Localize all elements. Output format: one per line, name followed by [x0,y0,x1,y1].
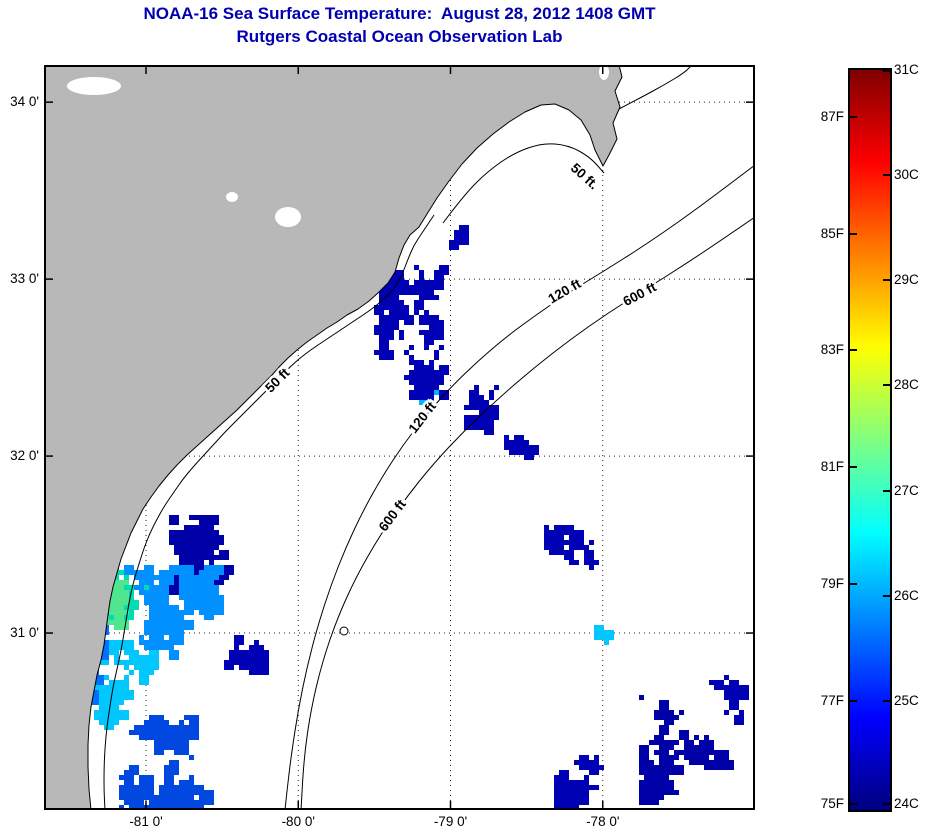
colorbar-tick [850,803,857,805]
x-axis-tick-label: -79 0' [433,814,468,829]
colorbar-fahrenheit-label: 85F [820,225,844,241]
page-title: NOAA-16 Sea Surface Temperature: August … [143,4,656,23]
colorbar-tick [883,489,890,492]
axis-ticks [45,66,754,809]
colorbar-tick [850,583,857,586]
coastline [87,65,623,810]
colorbar-fahrenheit-label: 77F [820,692,844,708]
x-axis-tick-label: -78 0' [586,814,620,829]
depth-contour-label: 600 ft [376,496,410,534]
colorbar-tick [883,279,890,282]
colorbar-celsius-label: 25C [894,692,919,708]
depth-contour-label: 120 ft [405,399,439,436]
sst-patch [119,715,214,810]
sst-patch [404,365,449,400]
cloud-gap [226,192,238,202]
depth-contour [284,164,755,810]
colorbar-tick [850,115,857,118]
colorbar-celsius-label: 24C [894,796,919,811]
y-axis-tick-label: 34 0' [10,94,39,110]
colorbar-fahrenheit-label: 87F [820,108,844,124]
y-axis-tick-label: 32 0' [10,448,39,464]
sst-patch [594,625,614,645]
colorbar-celsius-label: 31C [894,62,919,77]
colorbar-tick [883,384,890,387]
sst-patch [639,695,734,805]
sst-patch [709,675,749,725]
depth-contour-label: 120 ft [546,276,584,307]
y-axis-tick-label: 33 0' [10,271,39,287]
plot-border [44,65,755,810]
colorbar-tick [883,174,890,177]
sst-patch [449,225,469,250]
sst-patch [554,755,604,810]
x-axis-tick-label: -81 0' [129,814,163,829]
page-subtitle: Rutgers Coastal Ocean Observation Lab [236,27,563,46]
depth-contour-lines [103,65,755,810]
colorbar-celsius-label: 28C [894,377,919,393]
sst-patch [504,435,539,460]
x-axis-tick-label: -80 0' [281,814,315,829]
depth-contour [618,65,693,110]
depth-contour-label: 600 ft [620,279,659,309]
cloud-gap [67,77,121,95]
cloud-gap [599,65,609,80]
colorbar-tick [850,699,857,702]
colorbar-celsius-label: 29C [894,272,919,288]
colorbar-fahrenheit-label: 81F [820,459,844,475]
sst-patch [464,385,499,435]
sst-patch [224,635,269,675]
depth-contour [300,216,755,810]
sst-map-plot: 50 ft. 120 ft 600 ft 50 ft 120 ft 600 ft [44,65,755,810]
sst-patch [544,525,599,570]
colorbar-celsius-label: 27C [894,482,919,498]
cloud-gaps [67,65,609,227]
colorbar-tick [883,70,890,72]
depth-contour [442,143,605,224]
depth-contour [103,214,435,810]
colorbar-tick [883,594,890,597]
colorbar-tick [850,466,857,469]
depth-contour-label: 50 ft. [568,160,601,192]
colorbar-fahrenheit-label: 83F [820,342,844,358]
colorbar-fahrenheit-label: 79F [820,576,844,592]
sst-patch [374,265,449,375]
colorbar-tick [883,803,890,805]
island-depth-contour [339,626,349,636]
colorbar [848,68,892,812]
colorbar-fahrenheit-label: 75F [820,796,844,811]
colorbar-tick [883,699,890,702]
colorbar-celsius-label: 30C [894,167,919,183]
y-axis-tick-label: 31 0' [10,625,39,641]
colorbar-tick [850,232,857,235]
land-mass [44,65,623,810]
colorbar-celsius-label: 26C [894,587,919,603]
colorbar-tick [850,349,857,352]
cloud-gap [275,207,301,227]
land-fill [44,65,622,810]
